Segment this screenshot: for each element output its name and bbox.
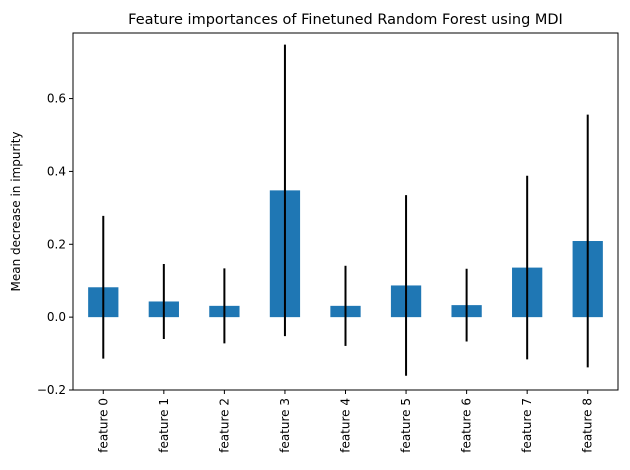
axes: −0.2 0.0 0.2 0.4 0.6 feature 0 feature 1 featur…: [37, 32, 619, 453]
y-tick-label: −0.2: [37, 383, 66, 397]
x-tick-label: feature 0: [96, 398, 110, 453]
y-tick-label: 0.4: [47, 164, 66, 178]
chart-title: Feature importances of Finetuned Random …: [128, 12, 563, 28]
x-tick-label: feature 1: [157, 398, 171, 453]
x-tick-label: feature 4: [339, 398, 353, 453]
y-tick-label: 0.0: [47, 310, 66, 324]
plot-area: [88, 44, 603, 376]
y-axis-title: Mean decrease in impurity: [9, 131, 23, 291]
x-tick-label: feature 3: [278, 398, 292, 453]
y-tick-label: 0.6: [47, 92, 66, 106]
x-tick-label: feature 8: [581, 398, 595, 453]
x-tick-label: feature 2: [217, 398, 231, 453]
x-tick-label: feature 5: [399, 398, 413, 453]
x-tick-label: feature 7: [520, 398, 534, 453]
y-tick-label: 0.2: [47, 237, 66, 251]
x-tick-label: feature 6: [460, 398, 474, 453]
